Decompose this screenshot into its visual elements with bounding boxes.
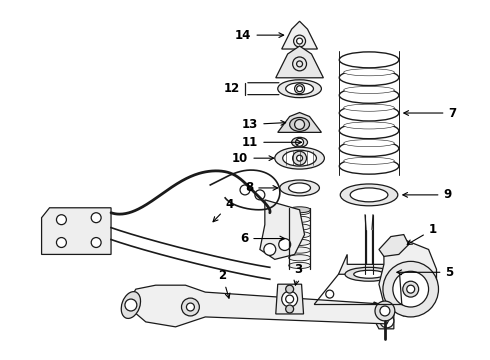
Circle shape <box>240 185 250 195</box>
Circle shape <box>293 151 307 165</box>
Ellipse shape <box>280 180 319 196</box>
Ellipse shape <box>350 188 388 202</box>
Polygon shape <box>276 46 323 78</box>
Ellipse shape <box>340 184 398 206</box>
Polygon shape <box>276 284 303 314</box>
Ellipse shape <box>343 122 394 129</box>
Circle shape <box>375 301 395 321</box>
Ellipse shape <box>289 183 311 193</box>
Ellipse shape <box>343 140 394 147</box>
Ellipse shape <box>289 255 311 261</box>
Ellipse shape <box>289 216 311 222</box>
Text: 14: 14 <box>235 29 284 42</box>
Text: 13: 13 <box>242 118 286 131</box>
Circle shape <box>294 120 305 129</box>
Circle shape <box>279 239 291 251</box>
Ellipse shape <box>292 137 308 147</box>
Ellipse shape <box>290 117 310 131</box>
Circle shape <box>91 213 101 223</box>
Text: 1: 1 <box>407 223 437 244</box>
Text: 7: 7 <box>404 107 457 120</box>
Text: 3: 3 <box>294 263 303 285</box>
Text: 12: 12 <box>224 82 240 95</box>
Circle shape <box>286 285 294 293</box>
Circle shape <box>187 303 195 311</box>
Ellipse shape <box>289 262 311 269</box>
Circle shape <box>294 84 305 94</box>
Polygon shape <box>379 235 409 256</box>
Circle shape <box>383 290 391 298</box>
Polygon shape <box>282 21 318 49</box>
Circle shape <box>255 190 265 200</box>
Ellipse shape <box>289 207 311 213</box>
Text: 10: 10 <box>232 152 274 165</box>
Polygon shape <box>379 239 437 316</box>
Polygon shape <box>339 255 400 274</box>
Circle shape <box>407 285 415 293</box>
Ellipse shape <box>343 86 394 94</box>
Text: 5: 5 <box>397 266 454 279</box>
Ellipse shape <box>354 270 384 278</box>
Circle shape <box>293 57 307 71</box>
Text: 6: 6 <box>240 232 285 245</box>
Circle shape <box>282 291 297 307</box>
Ellipse shape <box>343 104 394 111</box>
Text: 9: 9 <box>403 188 452 201</box>
Circle shape <box>56 215 66 225</box>
Polygon shape <box>126 285 392 327</box>
Text: 2: 2 <box>218 269 230 298</box>
Ellipse shape <box>289 247 311 253</box>
Circle shape <box>91 238 101 247</box>
Circle shape <box>393 271 429 307</box>
Ellipse shape <box>283 150 317 166</box>
Ellipse shape <box>289 231 311 238</box>
Text: 4: 4 <box>213 198 233 222</box>
Circle shape <box>56 238 66 247</box>
Text: 8: 8 <box>245 181 278 194</box>
Circle shape <box>181 298 199 316</box>
Ellipse shape <box>343 157 394 165</box>
Circle shape <box>296 38 302 44</box>
Polygon shape <box>371 302 394 329</box>
Polygon shape <box>42 208 111 255</box>
Polygon shape <box>278 113 321 132</box>
Ellipse shape <box>345 267 393 281</box>
Ellipse shape <box>121 292 141 319</box>
Circle shape <box>380 306 390 316</box>
Ellipse shape <box>278 80 321 98</box>
Polygon shape <box>260 200 305 260</box>
Ellipse shape <box>275 147 324 169</box>
Ellipse shape <box>343 69 394 76</box>
Circle shape <box>286 305 294 313</box>
Circle shape <box>380 314 394 328</box>
Circle shape <box>264 243 276 255</box>
Ellipse shape <box>289 208 311 215</box>
Circle shape <box>326 290 334 298</box>
Circle shape <box>403 281 418 297</box>
Ellipse shape <box>289 239 311 246</box>
Ellipse shape <box>286 83 314 95</box>
Text: 11: 11 <box>242 136 301 149</box>
Circle shape <box>383 261 439 317</box>
Circle shape <box>295 138 303 146</box>
Circle shape <box>296 155 302 161</box>
Ellipse shape <box>289 224 311 230</box>
Circle shape <box>294 35 306 47</box>
Circle shape <box>125 299 137 311</box>
